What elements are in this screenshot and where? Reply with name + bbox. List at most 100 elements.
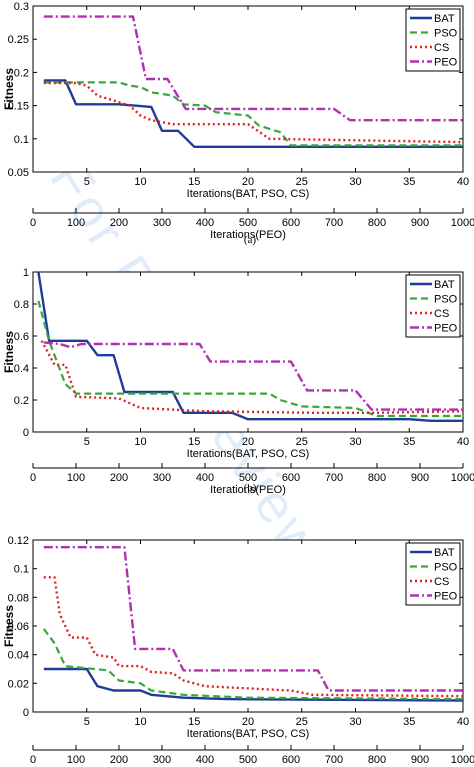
chart-1-x2-tick-label: 800 [368, 217, 386, 229]
chart-2-y-tick-label: 0.8 [14, 299, 29, 311]
chart-1-x2-tick-label: 700 [325, 217, 343, 229]
chart-3-x-tick-label: 40 [457, 716, 469, 728]
chart-3-series-peo-line [43, 546, 463, 692]
chart-2-series-bat-line [37, 271, 463, 422]
chart-1-x2-tick-label: 0 [30, 217, 36, 229]
chart-1-y-tick-label: 0.15 [8, 101, 29, 113]
chart-2-legend-label-pso: PSO [434, 294, 458, 306]
chart-3-x2-tick-label: 400 [196, 754, 214, 766]
chart-2-x2-axis-label: Iterations(PEO) [210, 484, 286, 496]
chart-2-x2-tick-label: 200 [110, 472, 128, 484]
chart-1-series-cs-line [43, 81, 464, 144]
chart-3-x2-tick-label: 100 [67, 754, 85, 766]
chart-1-x-axis-label: Iterations(BAT, PSO, CS) [187, 188, 310, 200]
chart-1-y-tick-label: 0.1 [14, 134, 29, 146]
chart-2-caption: (b) [244, 482, 257, 494]
chart-2-x-tick-label: 35 [403, 436, 415, 448]
chart-3-x2-tick-label: 500 [239, 754, 257, 766]
chart-3-x2-tick-label: 200 [110, 754, 128, 766]
chart-3-x-tick-label: 10 [134, 716, 146, 728]
chart-2-series-pso-line [37, 300, 463, 418]
chart-1-series-bat-line [43, 79, 463, 149]
chart-2-y-tick-label: 0 [23, 427, 29, 439]
chart-2-y-tick-label: 0.4 [14, 363, 29, 375]
chart-2-plot-area [32, 271, 464, 433]
chart-1-x2-tick-label: 500 [239, 217, 257, 229]
chart-1-x-tick-label: 25 [296, 176, 308, 188]
chart-2-y-axis-label: Fitness [2, 331, 16, 373]
chart-1-x-tick-label: 15 [188, 176, 200, 188]
chart-3-x-tick-label: 5 [84, 716, 90, 728]
chart-1-x2-tick-label: 900 [411, 217, 429, 229]
chart-2-x-tick-label: 5 [84, 436, 90, 448]
chart-3-y-tick-label: 0.08 [8, 592, 29, 604]
chart-2-y-tick-label: 1 [23, 267, 29, 279]
chart-3-x2-tick-label: 300 [153, 754, 171, 766]
chart-1-series-peo-line [43, 15, 463, 122]
chart-2-x-tick-label: 20 [242, 436, 254, 448]
chart-3-series-cs-line [43, 576, 464, 698]
chart-2-x2-tick-label: 300 [153, 472, 171, 484]
chart-1-x-tick-label: 10 [134, 176, 146, 188]
chart-1-y-tick-label: 0.3 [14, 1, 29, 13]
chart-3-series-pso-line [42, 628, 464, 701]
chart-1-x2-tick-label: 1000 [451, 217, 474, 229]
chart-3-y-tick-label: 0.04 [8, 650, 29, 662]
chart-3-x2-tick-label: 900 [411, 754, 429, 766]
chart-3-legend-label-cs: CS [434, 576, 449, 588]
chart-2-legend-label-peo: PEO [434, 323, 458, 335]
chart-1-legend-label-peo: PEO [434, 57, 458, 69]
chart-3-x-axis-label: Iterations(BAT, PSO, CS) [187, 728, 310, 740]
chart-1-x2-tick-label: 300 [153, 217, 171, 229]
chart-3-y-tick-label: 0 [23, 707, 29, 719]
chart-1-x2-tick-label: 200 [110, 217, 128, 229]
chart-3-x2-tick-label: 0 [30, 754, 36, 766]
chart-1-x-tick-label: 40 [457, 176, 469, 188]
chart-2-series-cs-line [40, 340, 464, 414]
chart-2-y-tick-label: 0.6 [14, 331, 29, 343]
chart-2-x-tick-label: 10 [134, 436, 146, 448]
chart-1-y-tick-label: 0.05 [8, 167, 29, 179]
chart-2-x-tick-label: 30 [349, 436, 361, 448]
chart-3-x-tick-label: 25 [296, 716, 308, 728]
chart-2-series-peo-line [43, 341, 463, 411]
chart-1-series-pso-line [43, 81, 463, 147]
chart-2-x2-tick-label: 700 [325, 472, 343, 484]
chart-2-x-tick-label: 40 [457, 436, 469, 448]
chart-1-x2-tick-label: 100 [67, 217, 85, 229]
chart-1-x2-axis-label: Iterations(PEO) [210, 229, 286, 241]
chart-1-x-tick-label: 5 [84, 176, 90, 188]
chart-1-y-axis-label: Fitness [2, 68, 16, 110]
chart-1-legend-label-bat: BAT [434, 13, 455, 25]
chart-1-legend-label-pso: PSO [434, 28, 458, 40]
chart-2-x2-tick-label: 900 [411, 472, 429, 484]
chart-2-x2-tick-label: 100 [67, 472, 85, 484]
chart-3-x-tick-label: 15 [188, 716, 200, 728]
chart-3-legend-label-peo: PEO [434, 591, 458, 603]
chart-3-x2-tick-label: 800 [368, 754, 386, 766]
chart-2-legend-label-bat: BAT [434, 279, 455, 291]
chart-1-x2-tick-label: 600 [282, 217, 300, 229]
chart-1-legend-label-cs: CS [434, 42, 449, 54]
chart-1-y-tick-label: 0.25 [8, 34, 29, 46]
chart-3-x-tick-label: 20 [242, 716, 254, 728]
chart-2-x2-tick-label: 0 [30, 472, 36, 484]
chart-3-y-tick-label: 0.06 [8, 621, 29, 633]
chart-1-x-tick-label: 30 [349, 176, 361, 188]
chart-3-y-tick-label: 0.1 [14, 564, 29, 576]
chart-3-y-tick-label: 0.02 [8, 678, 29, 690]
chart-3-y-tick-label: 0.12 [8, 535, 29, 547]
chart-2-x2-tick-label: 400 [196, 472, 214, 484]
chart-2-x-tick-label: 15 [188, 436, 200, 448]
chart-1-x-tick-label: 35 [403, 176, 415, 188]
chart-3-y-axis-label: Fitness [2, 605, 16, 647]
chart-3-x2-tick-label: 1000 [451, 754, 474, 766]
chart-3-x2-tick-label: 600 [282, 754, 300, 766]
chart-2-x2-tick-label: 600 [282, 472, 300, 484]
chart-3-series-bat-line [43, 667, 464, 702]
chart-1-caption: (a) [244, 234, 257, 246]
chart-3-x-tick-label: 30 [349, 716, 361, 728]
chart-3-legend-label-bat: BAT [434, 547, 455, 559]
chart-2-x2-tick-label: 500 [239, 472, 257, 484]
